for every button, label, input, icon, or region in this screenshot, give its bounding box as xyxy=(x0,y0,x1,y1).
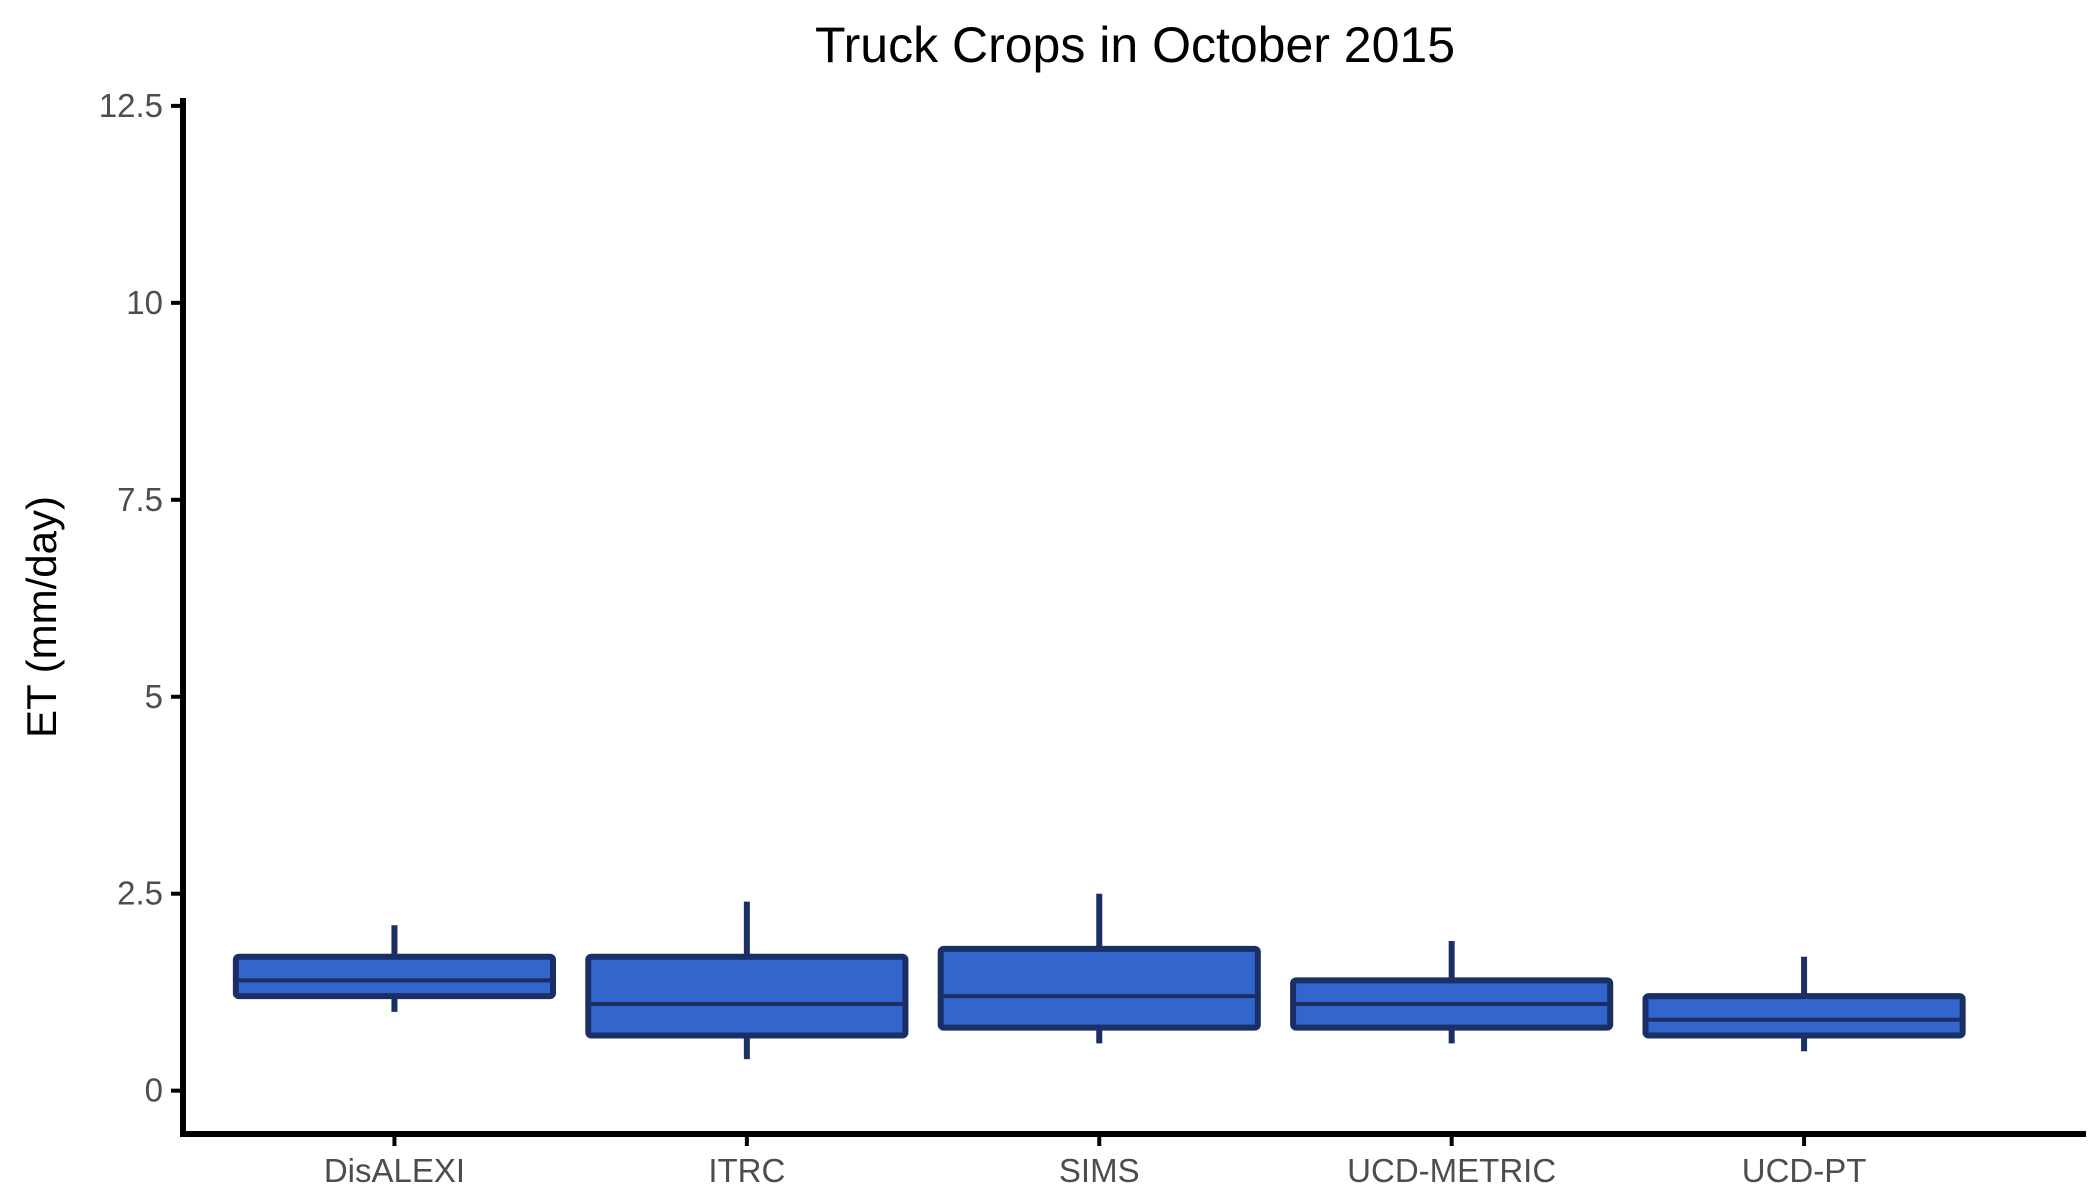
x-tick-label: UCD-PT xyxy=(1742,1152,1867,1189)
chart-title: Truck Crops in October 2015 xyxy=(815,17,1455,73)
box-ucd-pt xyxy=(1645,957,1962,1052)
y-tick-label: 7.5 xyxy=(117,481,163,518)
y-axis-label: ET (mm/day) xyxy=(18,496,65,738)
box-body xyxy=(941,949,1258,1028)
y-tick-label: 2.5 xyxy=(117,875,163,912)
box-sims xyxy=(941,894,1258,1044)
plot-area xyxy=(236,894,1963,1059)
y-tick-label: 5 xyxy=(145,678,163,715)
box-itrc xyxy=(588,902,905,1060)
x-axis-ticks: DisALEXI ITRC SIMS UCD-METRIC UCD-PT xyxy=(324,1134,1867,1189)
x-tick-label: ITRC xyxy=(708,1152,785,1189)
y-axis-ticks: 0 2.5 5 7.5 10 12.5 xyxy=(99,87,183,1109)
y-tick-label: 0 xyxy=(145,1072,163,1109)
box-disalexi xyxy=(236,925,553,1012)
x-tick-label: SIMS xyxy=(1059,1152,1140,1189)
y-tick-label: 10 xyxy=(126,284,163,321)
box-body xyxy=(1645,996,1962,1035)
y-tick-label: 12.5 xyxy=(99,87,163,124)
box-body xyxy=(236,957,553,996)
box-ucd-metric xyxy=(1293,941,1610,1043)
x-tick-label: UCD-METRIC xyxy=(1347,1152,1556,1189)
box-body xyxy=(588,957,905,1036)
x-tick-label: DisALEXI xyxy=(324,1152,465,1189)
